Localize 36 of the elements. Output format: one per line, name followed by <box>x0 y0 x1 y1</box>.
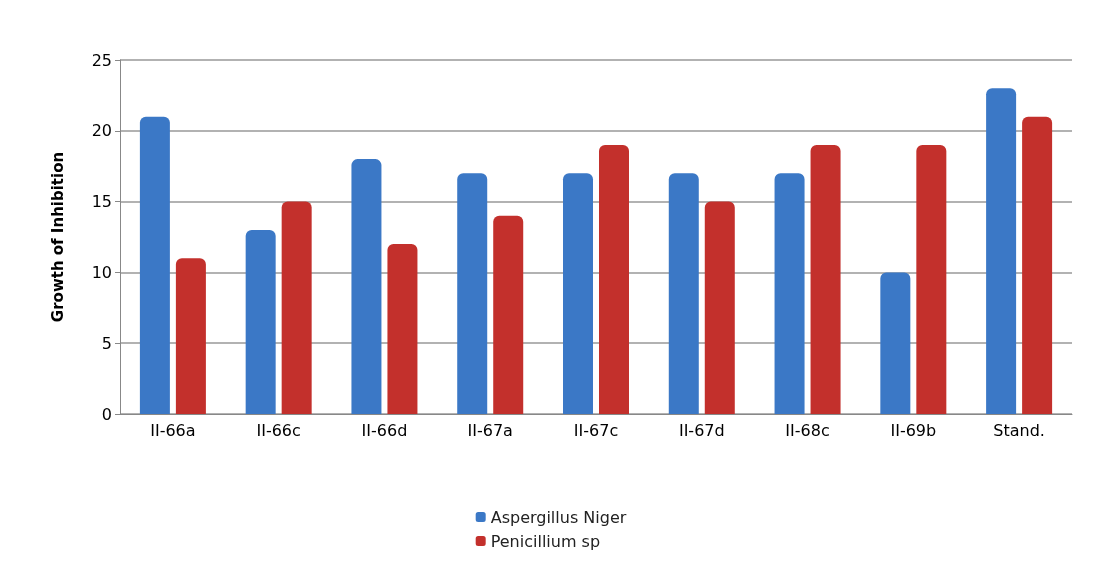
bar <box>880 272 911 414</box>
bar <box>774 173 805 414</box>
x-tick-label: II-66c <box>256 420 301 440</box>
bar <box>1022 116 1053 414</box>
y-tick-label: 5 <box>101 333 112 353</box>
y-tick-label: 0 <box>101 404 112 424</box>
bar <box>704 201 735 414</box>
x-tick-label: II-67a <box>467 420 513 440</box>
bar <box>139 116 170 414</box>
x-tick-label: II-68c <box>785 420 830 440</box>
bar <box>916 144 947 414</box>
y-tick-label: 10 <box>91 262 112 282</box>
bar <box>493 215 524 414</box>
x-tick-label: II-66d <box>361 420 408 440</box>
bar <box>563 173 593 414</box>
bar <box>457 173 488 414</box>
y-tick-label: 25 <box>91 50 112 70</box>
y-tick-label: 15 <box>91 192 112 212</box>
bar <box>986 88 1017 414</box>
bar <box>810 144 841 414</box>
bar <box>599 144 629 414</box>
x-tick-label: II-69b <box>890 420 937 440</box>
x-tick-label: Stand. <box>993 420 1045 440</box>
bar <box>281 201 312 414</box>
x-tick-label: II-66a <box>150 420 196 440</box>
y-tick-label: 20 <box>91 121 112 141</box>
legend-label: Penicillium sp <box>490 531 601 551</box>
bar <box>245 229 276 414</box>
x-tick-label: II-67c <box>573 420 619 440</box>
bar <box>668 173 699 414</box>
bar <box>387 244 418 414</box>
legend-label: Aspergillus Niger <box>490 507 627 527</box>
x-tick-label: II-67d <box>678 420 725 440</box>
y-axis-title: Growth of Inhibition <box>48 151 67 323</box>
bar <box>351 159 382 414</box>
bar <box>175 258 206 414</box>
